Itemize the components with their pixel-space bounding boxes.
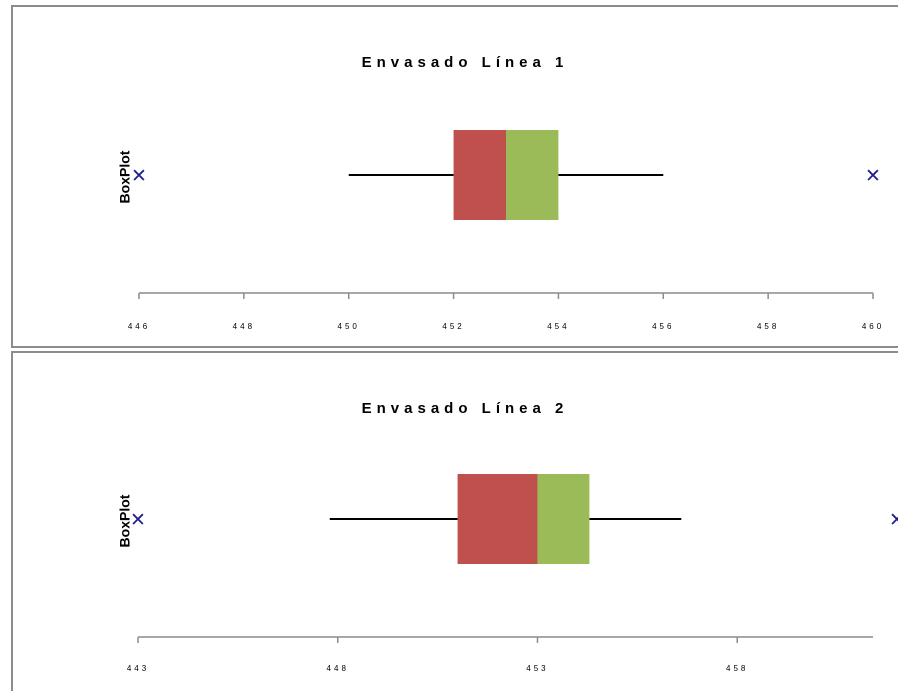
- x-tick-label: 460: [862, 322, 884, 331]
- x-tick-label: 458: [757, 322, 779, 331]
- x-tick-label: 448: [327, 664, 349, 673]
- y-axis-label: BoxPlot: [117, 150, 133, 203]
- chart-title: Envasado Línea 2: [362, 400, 569, 417]
- x-marker: ✕: [130, 509, 146, 531]
- boxplot-chart-line-2: Envasado Línea 2 BoxPlot 443 448 453 458 ✕ ✕: [117, 400, 898, 673]
- x-tick-label: 452: [442, 322, 464, 331]
- x-tick-label: 443: [127, 664, 149, 673]
- x-marker: ✕: [865, 165, 881, 187]
- x-tick-label: 454: [547, 322, 569, 331]
- x-marker: ✕: [131, 165, 147, 187]
- x-tick-label: 456: [652, 322, 674, 331]
- chart-panel-line-1: Envasado Línea 1 BoxPlot 446 448 450 452 454…: [11, 5, 898, 348]
- x-tick-label: 450: [338, 322, 360, 331]
- chart-panel-line-2: Envasado Línea 2 BoxPlot 443 448 453 458 ✕ ✕: [11, 351, 898, 691]
- x-tick-label: 448: [233, 322, 255, 331]
- x-tick-label: 446: [128, 322, 150, 331]
- x-tick-label: 458: [726, 664, 748, 673]
- box-q1-median: [457, 474, 538, 564]
- box-median-q3: [506, 130, 559, 220]
- chart-title: Envasado Línea 1: [362, 54, 569, 71]
- x-tick-label: 453: [526, 664, 548, 673]
- boxplot-chart-line-1: Envasado Línea 1 BoxPlot 446 448 450 452 454…: [117, 54, 884, 331]
- box-median-q3: [537, 474, 590, 564]
- box-q1-median: [453, 130, 506, 220]
- y-axis-label: BoxPlot: [117, 494, 133, 547]
- x-marker: ✕: [889, 509, 898, 531]
